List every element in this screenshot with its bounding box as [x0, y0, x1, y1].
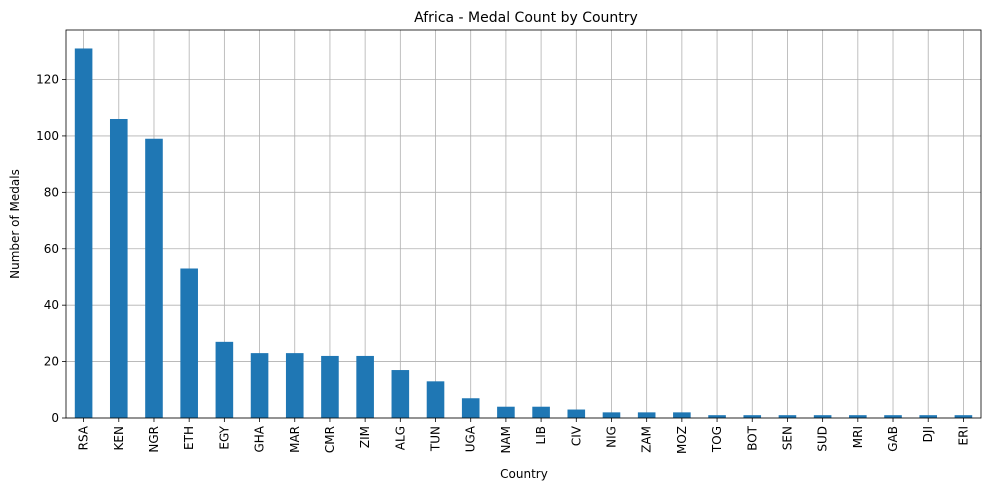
x-tick-label: UGA: [464, 425, 478, 452]
x-tick-label: MRI: [851, 426, 865, 448]
x-tick-label: RSA: [77, 425, 91, 450]
x-tick-label: TUN: [429, 426, 443, 452]
bar-egy: [215, 341, 234, 418]
bar-mar: [285, 353, 304, 418]
bar-bot: [743, 415, 762, 418]
y-axis-ticks: 0 20 40 60 80 100 120: [36, 73, 66, 425]
x-tick-label: GAB: [886, 426, 900, 452]
bar-lib: [532, 406, 550, 418]
grid: [66, 30, 981, 419]
x-tick-label: DJI: [921, 426, 935, 442]
bar-ngr: [145, 138, 163, 418]
x-tick-label: SUD: [816, 426, 830, 452]
bar-gha: [250, 353, 269, 418]
bar-tog: [708, 415, 726, 418]
bar-eri: [954, 415, 973, 418]
x-tick-label: ERI: [956, 426, 970, 445]
y-tick-label: 20: [44, 355, 59, 369]
bar-ken: [109, 118, 128, 418]
x-tick-label: MAR: [288, 426, 302, 453]
y-tick-label: 80: [44, 185, 59, 199]
bar-mri: [849, 415, 867, 418]
bar-cmr: [321, 355, 339, 418]
x-axis-label: Country: [500, 467, 548, 481]
x-tick-label: NAM: [499, 426, 513, 454]
bar-zam: [637, 412, 656, 418]
x-tick-label: CIV: [569, 425, 583, 446]
plot-frame: [65, 29, 982, 419]
bar-nam: [497, 406, 515, 418]
x-tick-label: NGR: [147, 426, 161, 453]
bar-sud: [813, 415, 832, 418]
bar-rsa: [74, 48, 93, 418]
bar-alg: [391, 370, 410, 418]
y-tick-label: 40: [44, 298, 59, 312]
x-tick-label: ZAM: [640, 426, 654, 453]
x-tick-label: GHA: [253, 425, 267, 452]
x-tick-label: TOG: [710, 426, 724, 453]
x-tick-label: ZIM: [358, 426, 372, 448]
x-axis-ticks: RSA KEN NGR ETH EGY GHA MAR CMR ZIM ALG TUN UGA NAM L…: [77, 418, 970, 454]
bars: [74, 48, 973, 418]
y-tick-label: 60: [44, 242, 59, 256]
x-tick-label: CMR: [323, 426, 337, 453]
chart-title: Africa - Medal Count by Country: [414, 10, 638, 26]
y-tick-label: 120: [36, 73, 59, 87]
x-tick-label: SEN: [780, 426, 794, 450]
bar-eth: [180, 268, 198, 418]
bar-uga: [461, 398, 480, 418]
bar-zim: [356, 355, 374, 418]
bar-nig: [602, 412, 621, 418]
x-tick-label: ALG: [393, 426, 407, 450]
x-tick-label: NIG: [604, 426, 618, 448]
x-tick-label: KEN: [112, 426, 126, 450]
bar-moz: [673, 412, 691, 418]
bar-sen: [778, 415, 797, 418]
x-tick-label: LIB: [534, 426, 548, 444]
y-tick-label: 100: [36, 129, 59, 143]
x-tick-label: BOT: [745, 425, 759, 450]
y-tick-label: 0: [51, 411, 59, 425]
bar-tun: [426, 381, 445, 418]
bar-dji: [919, 415, 938, 418]
y-axis-label: Number of Medals: [8, 169, 22, 279]
x-tick-label: MOZ: [675, 426, 689, 454]
bar-civ: [567, 409, 586, 418]
x-tick-label: EGY: [217, 425, 231, 449]
bar-gab: [884, 415, 902, 418]
x-tick-label: ETH: [182, 426, 196, 450]
